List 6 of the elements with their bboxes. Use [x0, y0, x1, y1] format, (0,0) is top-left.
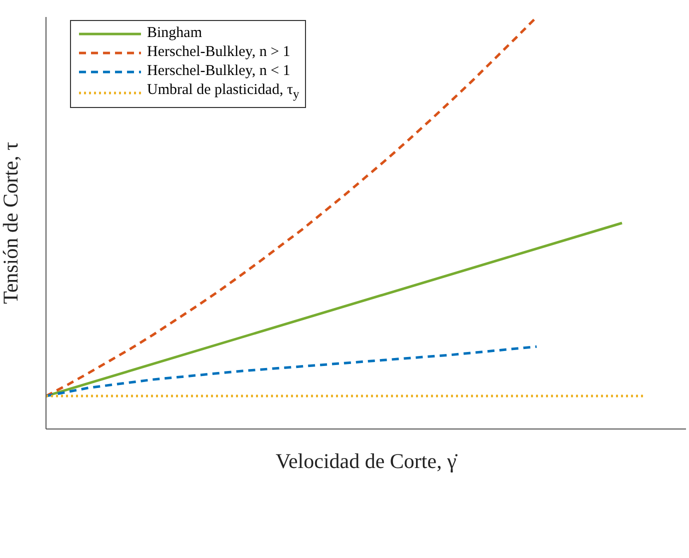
legend-label: Umbral de plasticidad, τ$_{y}$: [147, 81, 300, 103]
legend-label: Bingham: [147, 24, 202, 43]
y-axis-title: Tensión de Corte, τ: [0, 142, 22, 304]
legend-label: Herschel-Bulkley, n < 1: [147, 62, 290, 81]
x-axis-title: Velocidad de Corte, γ̇: [276, 449, 458, 473]
legend-label: Herschel-Bulkley, n > 1: [147, 43, 290, 62]
